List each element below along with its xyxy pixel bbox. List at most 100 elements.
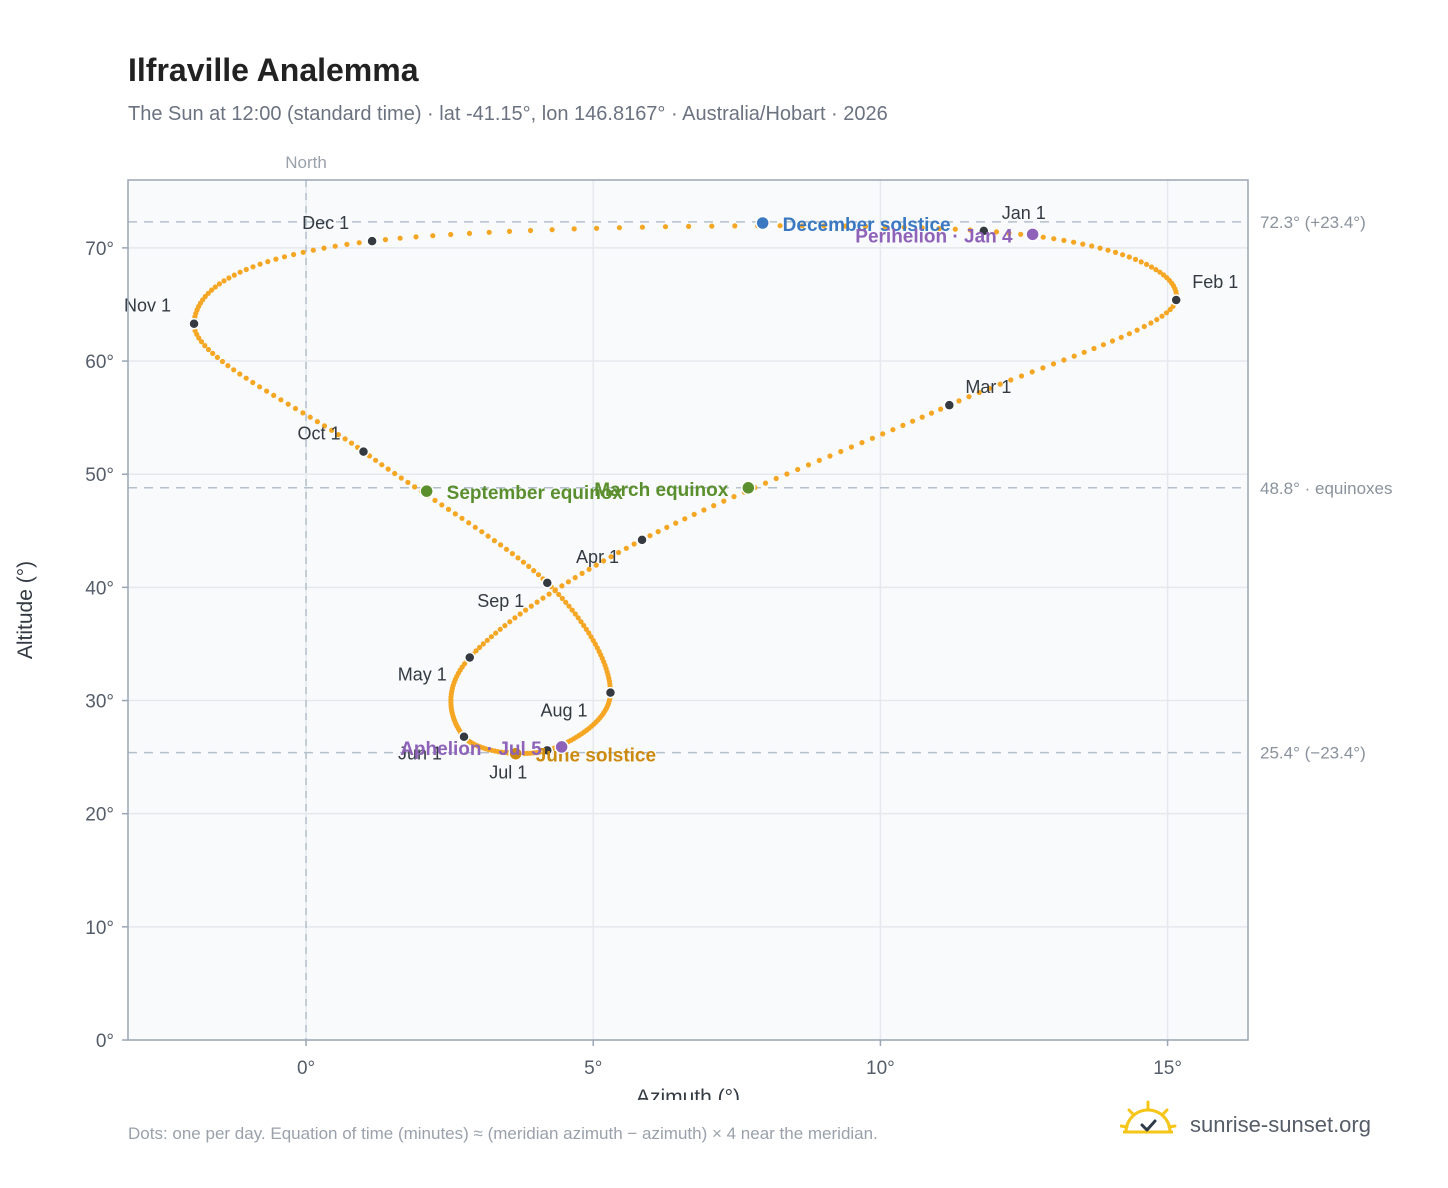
event-label: September equinox	[447, 483, 624, 504]
day-dot	[257, 384, 263, 390]
day-dot	[952, 226, 958, 232]
day-dot	[531, 568, 537, 574]
day-dot	[356, 240, 362, 246]
day-dot	[479, 529, 485, 535]
day-dot	[273, 256, 279, 262]
day-dot	[300, 410, 306, 416]
day-dot	[966, 394, 972, 400]
day-dot	[237, 371, 243, 377]
day-dot	[799, 223, 805, 229]
day-dot	[572, 611, 578, 617]
day-dot	[285, 401, 291, 407]
day-dot	[1167, 306, 1173, 313]
day-dot	[1050, 361, 1057, 367]
day-dot	[556, 591, 562, 598]
day-dot	[205, 346, 212, 353]
day-dot	[526, 563, 532, 570]
event-label: Perihelion · Jan 4	[855, 226, 1013, 247]
day-dot	[821, 223, 827, 229]
day-dot	[198, 339, 205, 345]
event-marker	[1025, 227, 1040, 242]
day-dot	[278, 397, 284, 403]
day-dot	[210, 350, 216, 356]
chart-subtitle: The Sun at 12:00 (standard time) · lat -…	[128, 103, 888, 125]
day-dot	[880, 431, 886, 437]
day-dot	[484, 637, 490, 643]
day-dot	[594, 225, 600, 231]
day-dot	[413, 234, 419, 240]
day-dot	[466, 520, 472, 526]
day-dot	[682, 516, 688, 522]
day-dot	[205, 290, 211, 296]
day-dot	[910, 418, 916, 424]
day-dot	[209, 287, 215, 293]
day-dot	[673, 520, 679, 526]
day-dot	[842, 223, 848, 229]
day-dot	[1134, 327, 1140, 333]
day-dot	[257, 261, 263, 267]
axes: 0° 5° 10° 15° 0° 10° 20° 30° 40° 50° 60° 70° Azimuth…	[14, 179, 1249, 1100]
day-dot	[1109, 338, 1116, 344]
day-dot	[1081, 349, 1087, 355]
day-dot	[202, 343, 208, 349]
day-dot	[565, 579, 572, 585]
day-dot	[342, 436, 348, 442]
brand-logo[interactable]: sunrise-sunset.org	[1120, 1100, 1420, 1150]
day-dot	[523, 607, 529, 613]
day-dot	[572, 575, 578, 581]
day-dot	[805, 462, 812, 468]
day-dot	[459, 515, 465, 521]
y-tick-label: 50°	[85, 465, 114, 486]
day-dot	[1089, 243, 1095, 249]
event-label: Aphelion · Jul 5	[400, 739, 542, 760]
day-dot	[838, 448, 844, 455]
day-dot	[307, 414, 313, 420]
day-dot	[534, 599, 540, 605]
day-dot	[1008, 377, 1014, 383]
day-dot	[412, 484, 418, 490]
day-dot	[212, 284, 218, 290]
reference-line-label: 25.4° (−23.4°)	[1260, 744, 1366, 763]
month-label: Jan 1	[1002, 203, 1046, 223]
day-dot	[515, 555, 521, 561]
day-dot	[571, 226, 577, 232]
day-dot	[559, 583, 565, 589]
chart-title: Ilfraville Analemma	[128, 52, 419, 88]
day-dot	[528, 603, 534, 609]
day-dot	[486, 229, 492, 235]
day-dot	[512, 615, 518, 621]
day-dot	[226, 275, 232, 281]
day-dot	[816, 457, 822, 463]
sun-icon	[1120, 1100, 1177, 1134]
day-dot	[225, 363, 231, 369]
day-dot	[379, 462, 385, 468]
day-dot	[1141, 323, 1147, 330]
day-dot	[332, 243, 338, 249]
x-tick-label: 15°	[1153, 1058, 1182, 1079]
day-dot	[517, 611, 523, 617]
day-dot	[216, 281, 222, 287]
day-dot	[639, 224, 646, 230]
day-dot	[452, 511, 458, 517]
day-dot	[616, 549, 622, 556]
day-dot	[291, 251, 297, 258]
day-dot	[827, 453, 833, 459]
day-dot	[507, 619, 513, 625]
day-dot	[1018, 373, 1025, 379]
y-axis-title: Altitude (°)	[14, 561, 37, 659]
y-tick-label: 10°	[85, 918, 114, 939]
month-label: Dec 1	[302, 213, 349, 233]
day-dot	[1080, 241, 1086, 247]
month-label: Nov 1	[124, 296, 171, 316]
day-dot	[546, 591, 552, 597]
day-dot	[1163, 310, 1170, 316]
day-dot	[967, 227, 973, 233]
day-dot	[1061, 357, 1067, 363]
month-label: Feb 1	[1192, 272, 1238, 292]
brand-name: sunrise-sunset.org	[1190, 1112, 1371, 1137]
day-dot	[976, 389, 982, 396]
day-dot	[300, 249, 306, 255]
day-dot	[392, 470, 398, 477]
day-dot	[265, 259, 271, 265]
